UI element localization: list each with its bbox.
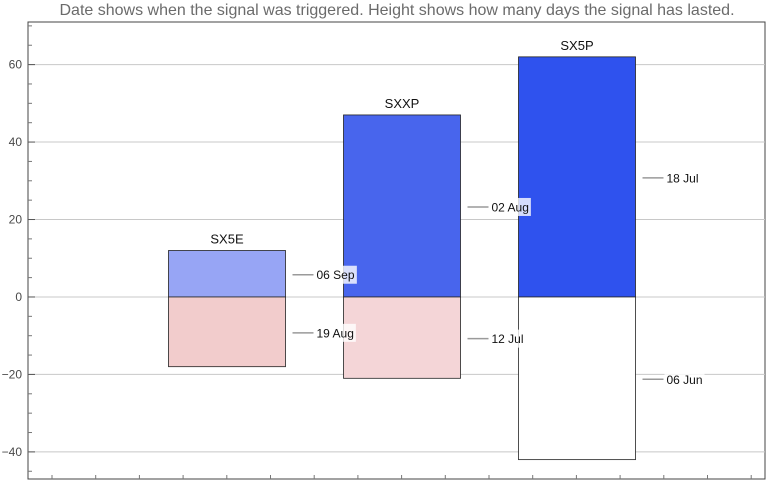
bar-sx5p-negative [518, 296, 636, 461]
y-tick-label: 20 [9, 213, 23, 227]
y-tick-label: −40 [2, 445, 23, 459]
date-label-background [489, 197, 531, 216]
bars [168, 56, 636, 461]
date-label-background [489, 329, 526, 348]
bar-sx5p-positive [518, 56, 636, 298]
date-label-sxxp-positive: 02 Aug [492, 200, 529, 214]
chart-title: Date shows when the signal was triggered… [59, 2, 734, 19]
y-tick-label: 60 [9, 58, 23, 72]
date-label-sx5e-negative: 19 Aug [317, 326, 354, 340]
date-label-background [314, 265, 357, 284]
date-label-sx5p-negative: 06 Jun [667, 373, 703, 387]
bar-sx5e-positive [168, 250, 286, 298]
gridlines [28, 64, 765, 453]
category-label-sx5e: SX5E [210, 232, 244, 247]
date-label-sx5e-positive: 06 Sep [317, 268, 355, 282]
category-label-sxxp: SXXP [385, 96, 420, 111]
axis-ticks: −40 −20 0 20 40 60 [2, 25, 752, 479]
bar-sxxp-negative [343, 296, 461, 379]
date-label-sx5p-positive: 18 Jul [667, 171, 699, 185]
plot-frame [27, 21, 766, 480]
date-label-background [664, 370, 705, 389]
date-label-sxxp-negative: 12 Jul [492, 332, 524, 346]
labels: SX5E 06 Sep 19 Aug SXXP 02 Aug 12 Jul SX5P 18 J… [210, 38, 705, 389]
date-label-background [664, 168, 701, 187]
bar-sxxp-positive [343, 114, 461, 298]
y-tick-label: 0 [15, 290, 22, 304]
category-label-sx5p: SX5P [560, 38, 593, 53]
date-label-background [314, 323, 356, 342]
bar-sx5e-negative [168, 296, 286, 368]
y-tick-label: −20 [2, 367, 23, 381]
y-tick-label: 40 [9, 135, 23, 149]
